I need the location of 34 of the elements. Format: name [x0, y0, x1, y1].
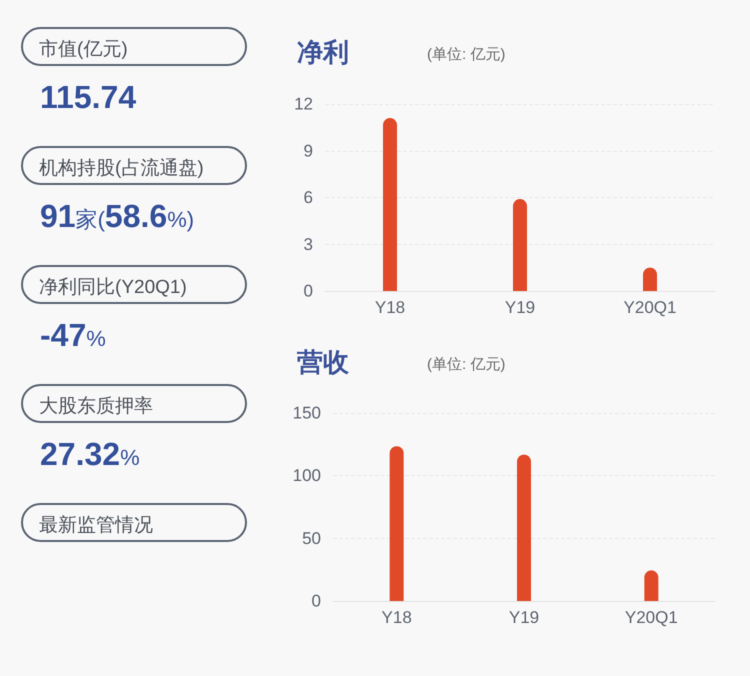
y-tick-label: 9: [304, 141, 313, 160]
bar: [383, 118, 397, 291]
bar: [644, 570, 658, 601]
text: 115.74: [40, 79, 136, 115]
category-label: 最新监管情况: [39, 514, 153, 538]
bar: [643, 268, 657, 291]
y-tick-label: 150: [292, 404, 321, 422]
y-tick-label: 0: [304, 282, 313, 300]
y-tick-label: 0: [312, 592, 321, 610]
category-label: 净利同比(Y20Q1): [39, 276, 187, 300]
x-tick-label: Y19: [508, 608, 540, 627]
y-tick-label: 3: [304, 234, 313, 254]
text: -47%: [40, 317, 106, 353]
x-tick-label: Y20Q1: [624, 608, 678, 627]
text: 27.32%: [40, 436, 140, 472]
x-tick-label: Y18: [382, 608, 412, 627]
y-tick-label: 6: [304, 188, 313, 207]
chart-title: 净利: [297, 37, 349, 67]
x-tick-label: Y20Q1: [624, 298, 676, 317]
y-tick-label: 50: [302, 528, 321, 548]
chart-title: 营收: [296, 347, 350, 377]
y-tick-label: 12: [294, 94, 313, 114]
bar: [513, 199, 527, 291]
chart-subtitle: (单位: 亿元): [427, 356, 506, 373]
category-label: 大股东质押率: [39, 395, 153, 419]
y-tick-label: 100: [292, 466, 321, 486]
bar: [517, 454, 531, 601]
text: 91家(58.6%): [40, 198, 194, 234]
category-label: 机构持股(占流通盘): [39, 157, 204, 181]
chart-subtitle: (单位: 亿元): [427, 46, 506, 63]
category-label: 市值(亿元): [39, 38, 128, 62]
x-tick-label: Y18: [374, 298, 406, 317]
bar: [390, 446, 404, 601]
x-tick-label: Y19: [504, 298, 536, 317]
